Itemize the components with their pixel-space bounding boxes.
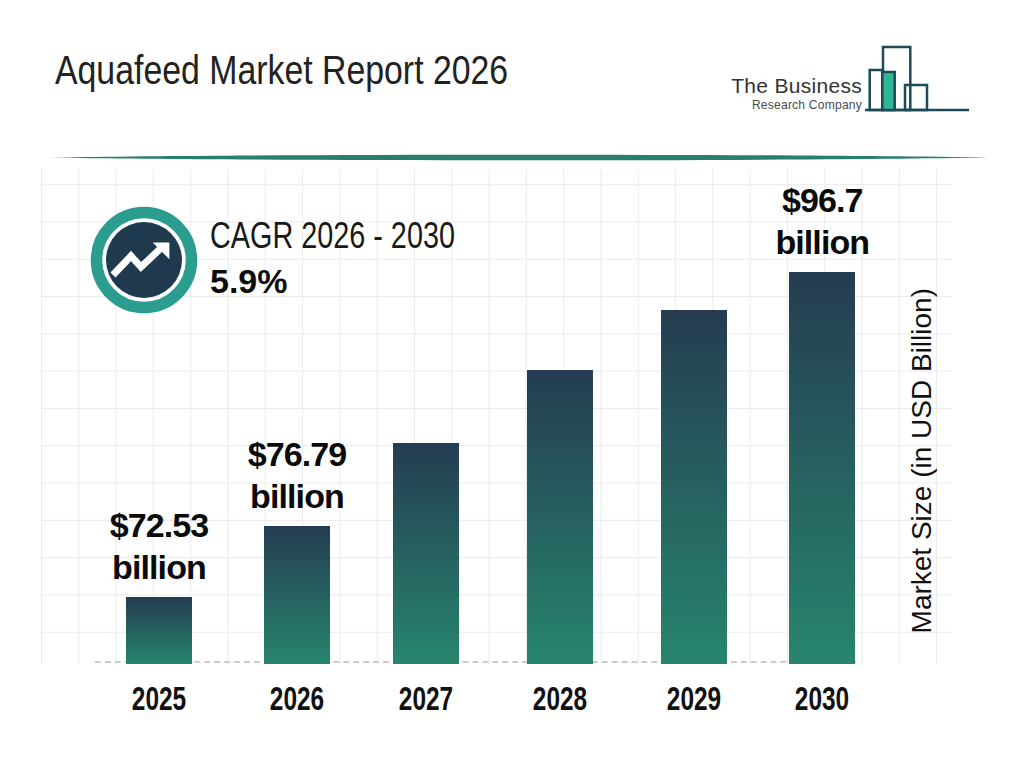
page: Aquafeed Market Report 2026 The Business… — [0, 0, 1024, 768]
bar-2025 — [126, 597, 192, 664]
bar-2029 — [661, 310, 727, 664]
logo-company-subtitle: Research Company — [731, 98, 862, 112]
y-axis-title: Market Size (in USD Billion) — [906, 288, 938, 633]
value-label-2026: $76.79billion — [197, 433, 397, 517]
chart-baseline — [95, 661, 856, 663]
x-tick-2030: 2030 — [778, 680, 867, 718]
logo-bars-icon — [861, 42, 977, 118]
logo-company-name: The Business — [731, 74, 862, 98]
value-label-2030: $96.7billion — [722, 179, 922, 263]
bar-2026 — [264, 526, 330, 664]
divider — [0, 149, 1024, 167]
logo-text: The Business Research Company — [731, 74, 862, 112]
cagr-badge — [87, 203, 201, 317]
bar-2027 — [393, 443, 459, 664]
page-title: Aquafeed Market Report 2026 — [55, 47, 508, 94]
x-tick-2025: 2025 — [115, 680, 204, 718]
x-tick-2029: 2029 — [650, 680, 739, 718]
bar-2030 — [789, 272, 855, 664]
bar-2028 — [527, 370, 593, 664]
x-tick-2027: 2027 — [381, 680, 470, 718]
x-tick-2028: 2028 — [516, 680, 605, 718]
logo: The Business Research Company — [725, 40, 985, 124]
cagr-value: 5.9% — [210, 262, 288, 301]
cagr-label: CAGR 2026 - 2030 — [210, 215, 455, 257]
x-tick-2026: 2026 — [253, 680, 342, 718]
